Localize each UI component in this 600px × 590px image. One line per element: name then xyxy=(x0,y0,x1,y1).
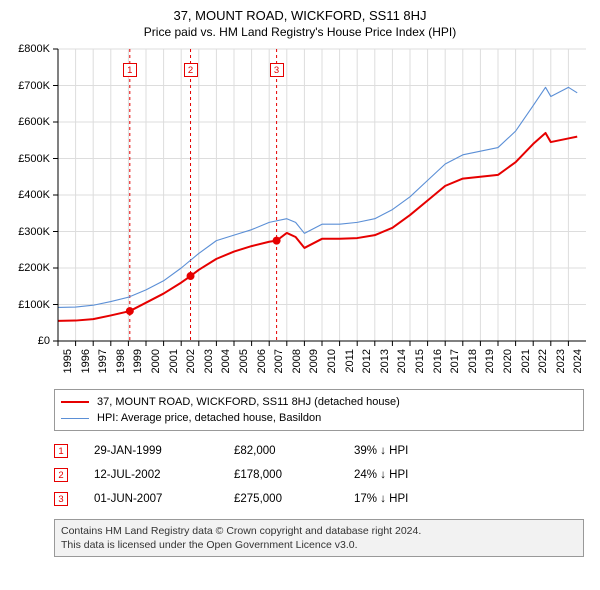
price-chart: £0 £100K £200K £300K £400K £500K £600K £700K £80… xyxy=(10,45,590,385)
y-axis-label: £400K xyxy=(10,189,50,201)
x-axis-label: 2016 xyxy=(432,349,444,373)
sale-marker: 3 xyxy=(270,63,284,77)
chart-canvas xyxy=(10,45,590,385)
x-axis-label: 1999 xyxy=(132,349,144,373)
x-axis-label: 1998 xyxy=(115,349,127,373)
sale-price: £82,000 xyxy=(234,445,354,457)
x-axis-label: 2008 xyxy=(291,349,303,373)
sale-hpi-diff: 24% ↓ HPI xyxy=(354,469,474,481)
x-axis-label: 2005 xyxy=(238,349,250,373)
x-axis-label: 1997 xyxy=(97,349,109,373)
y-axis-label: £300K xyxy=(10,226,50,238)
footer-line-1: Contains HM Land Registry data © Crown c… xyxy=(61,524,577,538)
x-axis-label: 1995 xyxy=(62,349,74,373)
x-axis-label: 2004 xyxy=(220,349,232,373)
x-axis-label: 2013 xyxy=(379,349,391,373)
x-axis-label: 2023 xyxy=(555,349,567,373)
sale-price: £275,000 xyxy=(234,493,354,505)
x-axis-label: 2009 xyxy=(308,349,320,373)
sale-marker: 1 xyxy=(54,444,68,458)
sale-date: 29-JAN-1999 xyxy=(94,445,234,457)
sale-hpi-diff: 17% ↓ HPI xyxy=(354,493,474,505)
sales-table: 1 29-JAN-1999£82,00039% ↓ HPI 2 12-JUL-2002… xyxy=(54,439,584,511)
sale-price: £178,000 xyxy=(234,469,354,481)
x-axis-label: 2010 xyxy=(326,349,338,373)
footer-line-2: This data is licensed under the Open Gov… xyxy=(61,538,577,552)
legend-swatch xyxy=(61,418,89,419)
x-axis-label: 2024 xyxy=(572,349,584,373)
x-axis-label: 2015 xyxy=(414,349,426,373)
x-axis-label: 2012 xyxy=(361,349,373,373)
sale-date: 12-JUL-2002 xyxy=(94,469,234,481)
x-axis-label: 2020 xyxy=(502,349,514,373)
x-axis-label: 2017 xyxy=(449,349,461,373)
y-axis-label: £600K xyxy=(10,116,50,128)
sales-table-row: 1 29-JAN-1999£82,00039% ↓ HPI xyxy=(54,439,584,463)
legend-row: 37, MOUNT ROAD, WICKFORD, SS11 8HJ (deta… xyxy=(61,394,577,410)
x-axis-label: 2007 xyxy=(273,349,285,373)
legend-label: 37, MOUNT ROAD, WICKFORD, SS11 8HJ (deta… xyxy=(97,396,400,408)
data-attribution: Contains HM Land Registry data © Crown c… xyxy=(54,519,584,557)
x-axis-label: 2022 xyxy=(537,349,549,373)
x-axis-label: 2019 xyxy=(484,349,496,373)
x-axis-label: 2002 xyxy=(185,349,197,373)
sale-marker: 1 xyxy=(123,63,137,77)
x-axis-label: 2018 xyxy=(467,349,479,373)
y-axis-label: £100K xyxy=(10,299,50,311)
x-axis-label: 2000 xyxy=(150,349,162,373)
chart-title-address: 37, MOUNT ROAD, WICKFORD, SS11 8HJ xyxy=(10,8,590,23)
sale-marker: 3 xyxy=(54,492,68,506)
x-axis-label: 1996 xyxy=(80,349,92,373)
sale-marker: 2 xyxy=(184,63,198,77)
x-axis-label: 2003 xyxy=(203,349,215,373)
legend-row: HPI: Average price, detached house, Basi… xyxy=(61,410,577,426)
x-axis-label: 2001 xyxy=(168,349,180,373)
sale-date: 01-JUN-2007 xyxy=(94,493,234,505)
chart-title-subtitle: Price paid vs. HM Land Registry's House … xyxy=(10,25,590,39)
sale-marker: 2 xyxy=(54,468,68,482)
x-axis-label: 2006 xyxy=(256,349,268,373)
y-axis-label: £500K xyxy=(10,153,50,165)
legend-swatch xyxy=(61,401,89,403)
x-axis-label: 2011 xyxy=(344,349,356,373)
y-axis-label: £200K xyxy=(10,262,50,274)
y-axis-label: £700K xyxy=(10,80,50,92)
sales-table-row: 2 12-JUL-2002£178,00024% ↓ HPI xyxy=(54,463,584,487)
chart-legend: 37, MOUNT ROAD, WICKFORD, SS11 8HJ (deta… xyxy=(54,389,584,431)
sale-hpi-diff: 39% ↓ HPI xyxy=(354,445,474,457)
y-axis-label: £800K xyxy=(10,43,50,55)
sales-table-row: 3 01-JUN-2007£275,00017% ↓ HPI xyxy=(54,487,584,511)
x-axis-label: 2021 xyxy=(520,349,532,373)
legend-label: HPI: Average price, detached house, Basi… xyxy=(97,412,321,424)
x-axis-label: 2014 xyxy=(396,349,408,373)
y-axis-label: £0 xyxy=(10,335,50,347)
